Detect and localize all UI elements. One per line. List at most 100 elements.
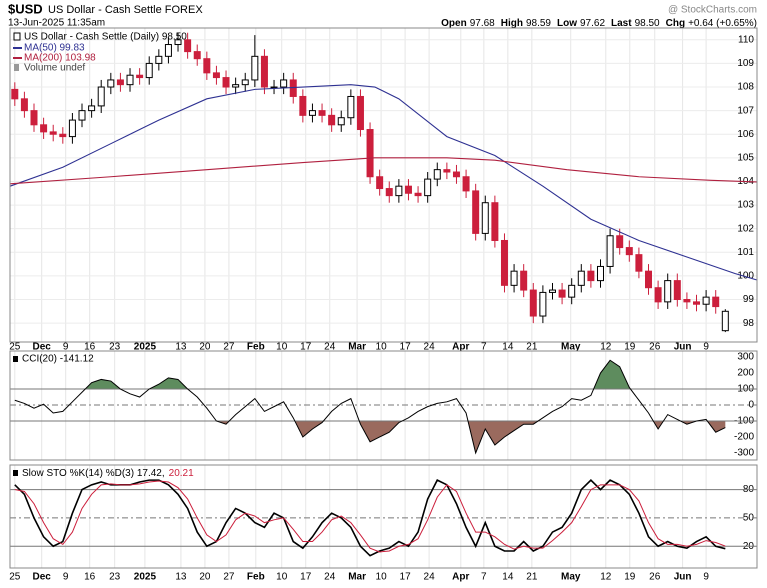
indicator-line [14,478,726,557]
candle-body [635,254,643,272]
candle-body [347,95,355,119]
candle-body [107,79,115,88]
x-tick-label: 17 [400,572,412,583]
candle-body [616,235,624,249]
candle-body [251,55,259,81]
instrument-name: US Dollar - Cash Settle FOREX [48,4,203,16]
y-tick-label: 109 [737,58,754,69]
x-tick-label: 10 [376,342,388,353]
x-tick-label: 17 [400,342,412,353]
quote-value: 97.62 [580,18,605,29]
candle-body [404,185,412,194]
candle-body [318,110,326,116]
y-tick-label: 110 [738,34,754,45]
quote-label: Open [441,18,467,29]
candle-body [424,178,432,197]
x-tick-label: 24 [324,572,336,583]
candle-body [625,247,633,256]
x-tick-label: 19 [624,342,636,353]
candle-body [59,133,67,138]
candle-body [491,202,499,241]
candle-body [212,72,220,79]
candle-body [433,169,441,180]
legend-label: Slow STO %K(14) %D(3) 17.42, 20.21 [22,468,194,479]
x-tick-label: 2025 [134,342,157,353]
x-tick-label: 2025 [134,572,157,583]
x-tick-label: 27 [223,342,235,353]
candle-body [155,55,163,64]
candle-body [510,270,518,286]
candle-body [414,192,422,197]
candle-body [126,74,134,86]
x-tick-label: 24 [424,572,436,583]
y-tick-label: 200 [737,368,754,379]
candle-body [395,185,403,197]
candle-body [88,105,96,112]
y-tick-label: 99 [743,294,755,305]
panel-frame [9,27,758,343]
legend-label: MA(200) 103.98 [24,53,96,64]
y-tick-label: -200 [734,432,754,443]
quote-label: High [501,18,523,29]
y-tick-label: 0 [748,400,754,411]
candle-body [356,95,364,131]
candle-body [328,114,336,126]
x-tick-label: 14 [502,572,514,583]
candle-body [385,188,393,197]
candle-body [203,58,211,74]
x-tick-label: 16 [84,342,96,353]
x-tick-label: 7 [481,572,487,583]
x-tick-label: 10 [276,342,288,353]
x-tick-label: 25 [9,342,21,353]
x-tick-label: Mar [348,342,366,353]
panel-frame [9,464,758,569]
x-tick-label: Feb [247,572,265,583]
x-tick-label: May [561,342,581,353]
candle-body [529,289,537,317]
x-tick-label: Jun [674,342,692,353]
candle-body [539,291,547,317]
x-tick-label: 17 [300,572,312,583]
x-tick-label: 13 [175,572,187,583]
x-tick-label: 9 [63,572,69,583]
candle-body [222,77,230,88]
legend-icon [14,64,19,71]
x-tick-label: 21 [526,342,538,353]
x-tick-label: Mar [348,572,366,583]
x-tick-label: 7 [481,342,487,353]
x-tick-label: Apr [452,342,469,353]
legend-label: US Dollar - Cash Settle (Daily) 98.50 [24,32,187,43]
y-tick-label: -300 [734,448,754,459]
quote: Open 97.68 High 98.59 Low 97.62 Last 98.50 Chg +0… [441,18,757,29]
candle-body [548,289,556,293]
candle-body [20,98,28,112]
panel-frame [9,350,758,461]
x-tick-label: 9 [703,342,709,353]
y-tick-label: 100 [737,271,754,282]
x-tick-label: 24 [424,342,436,353]
moving-average [9,157,757,185]
candle-body [337,117,345,126]
candle-body [280,79,288,88]
x-tick-label: 23 [109,572,121,583]
x-tick-label: 26 [649,572,661,583]
x-tick-label: 20 [199,342,211,353]
candle-body [366,129,374,178]
x-tick-label: 12 [600,342,612,353]
x-tick-label: 21 [526,572,538,583]
candle-body [500,239,508,286]
candle-body [174,39,182,46]
x-tick-label: 16 [84,572,96,583]
candle-body [577,270,585,286]
candle-body [49,131,57,135]
candle-body [193,51,201,60]
y-tick-label: 107 [737,105,754,116]
x-tick-label: 26 [649,342,661,353]
candle-body [308,110,316,116]
candle-body [97,86,105,107]
x-tick-label: Feb [247,342,265,353]
y-tick-label: 103 [737,200,754,211]
candle-body [452,171,460,178]
x-tick-label: 13 [175,342,187,353]
